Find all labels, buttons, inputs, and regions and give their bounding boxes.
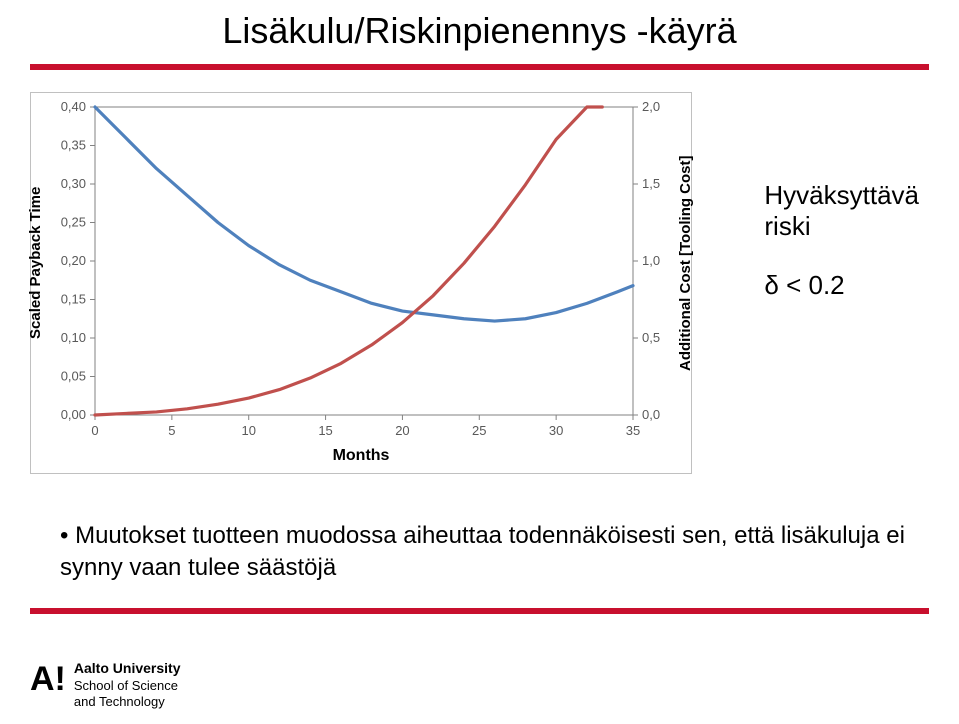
- svg-text:0,10: 0,10: [61, 330, 86, 345]
- chart-svg: 0 5 10 15 20 25 30 35 0,00 0,05 0,10 0,15 0,20 0,25 0,…: [31, 93, 691, 473]
- y-right-axis-label: Additional Cost [Tooling Cost]: [677, 103, 695, 423]
- svg-text:0,40: 0,40: [61, 99, 86, 114]
- annotation-line2: riski: [764, 211, 919, 242]
- svg-text:0,35: 0,35: [61, 138, 86, 153]
- svg-text:10: 10: [241, 423, 255, 438]
- divider-top: [30, 64, 929, 70]
- svg-text:30: 30: [549, 423, 563, 438]
- divider-bottom: [30, 608, 929, 614]
- y-left-axis-label: Scaled Payback Time: [27, 103, 45, 423]
- svg-text:0,05: 0,05: [61, 369, 86, 384]
- svg-text:15: 15: [318, 423, 332, 438]
- svg-text:0,00: 0,00: [61, 407, 86, 422]
- svg-text:25: 25: [472, 423, 486, 438]
- slide: Lisäkulu/Riskinpienennys -käyrä Scaled P…: [0, 0, 959, 724]
- footer-logo: A! Aalto University School of Science an…: [30, 660, 180, 710]
- annotation-text: Hyväksyttävä riski δ < 0.2: [764, 180, 919, 301]
- svg-text:20: 20: [395, 423, 409, 438]
- svg-text:1,5: 1,5: [642, 176, 660, 191]
- svg-text:0,15: 0,15: [61, 292, 86, 307]
- svg-text:0,20: 0,20: [61, 253, 86, 268]
- svg-text:0,5: 0,5: [642, 330, 660, 345]
- svg-text:0,0: 0,0: [642, 407, 660, 422]
- svg-text:1,0: 1,0: [642, 253, 660, 268]
- svg-text:0,25: 0,25: [61, 215, 86, 230]
- bullet-text: • Muutokset tuotteen muodossa aiheuttaa …: [60, 520, 959, 585]
- svg-text:0: 0: [91, 423, 98, 438]
- annotation-line1: Hyväksyttävä: [764, 180, 919, 211]
- svg-text:35: 35: [626, 423, 640, 438]
- footer-line1: Aalto University: [74, 660, 181, 678]
- footer-logo-text: Aalto University School of Science and T…: [74, 660, 181, 710]
- x-axis-label: Months: [31, 447, 691, 465]
- chart-container: Scaled Payback Time Additional Cost [Too…: [30, 92, 692, 474]
- aalto-logo-glyph: A!: [30, 660, 66, 699]
- svg-text:5: 5: [168, 423, 175, 438]
- svg-text:0,30: 0,30: [61, 176, 86, 191]
- footer-line2: School of Science: [74, 678, 181, 694]
- footer-line3: and Technology: [74, 694, 181, 710]
- annotation-delta: δ < 0.2: [764, 270, 919, 301]
- page-title: Lisäkulu/Riskinpienennys -käyrä: [0, 10, 959, 52]
- svg-text:2,0: 2,0: [642, 99, 660, 114]
